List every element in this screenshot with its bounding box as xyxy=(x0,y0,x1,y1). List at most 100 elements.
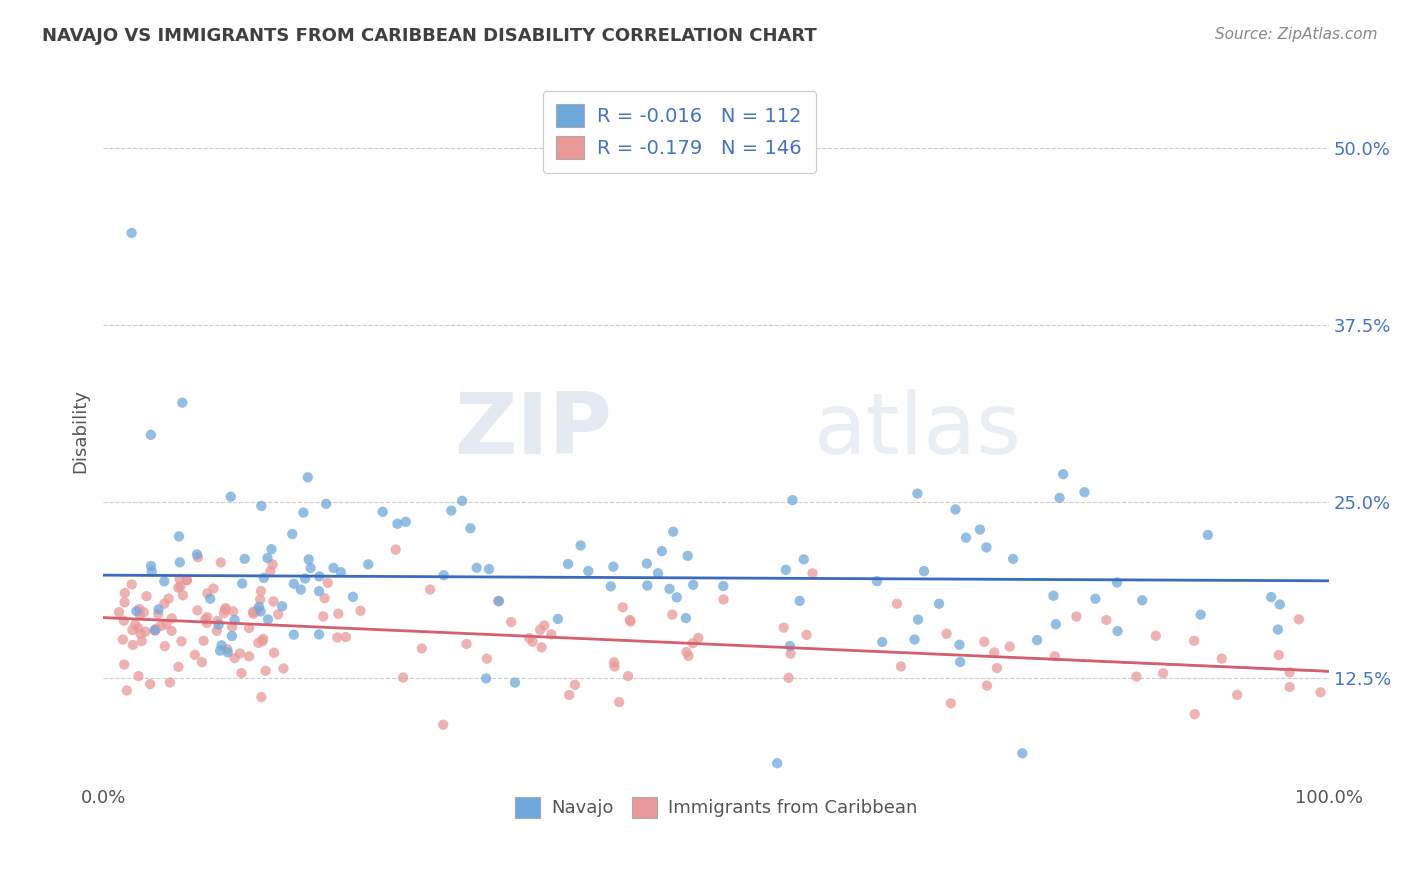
Point xyxy=(186,603,208,617)
Point xyxy=(607,695,630,709)
Point xyxy=(172,395,194,409)
Point xyxy=(205,624,228,638)
Point xyxy=(1002,552,1025,566)
Point xyxy=(114,586,136,600)
Point xyxy=(1278,665,1301,680)
Point xyxy=(384,542,406,557)
Point xyxy=(134,624,156,639)
Point xyxy=(184,648,207,662)
Point xyxy=(214,601,236,615)
Point xyxy=(661,607,683,622)
Point xyxy=(316,575,339,590)
Point xyxy=(308,584,330,599)
Point xyxy=(1189,607,1212,622)
Point xyxy=(948,638,970,652)
Point xyxy=(160,611,183,625)
Point xyxy=(195,615,218,630)
Point xyxy=(603,659,626,673)
Point xyxy=(766,756,789,771)
Point xyxy=(214,602,236,616)
Point xyxy=(451,493,474,508)
Point xyxy=(231,666,253,681)
Point xyxy=(176,573,198,587)
Point xyxy=(145,622,167,636)
Point xyxy=(292,506,315,520)
Point xyxy=(647,566,669,581)
Point xyxy=(782,493,804,508)
Point xyxy=(249,592,271,607)
Point xyxy=(1268,598,1291,612)
Point xyxy=(636,557,658,571)
Point xyxy=(135,589,157,603)
Point xyxy=(121,226,143,240)
Point xyxy=(159,675,181,690)
Point xyxy=(392,670,415,684)
Point xyxy=(111,632,134,647)
Point xyxy=(1267,623,1289,637)
Point xyxy=(475,672,498,686)
Point xyxy=(678,648,700,663)
Point xyxy=(969,523,991,537)
Point xyxy=(998,640,1021,654)
Point xyxy=(153,574,176,589)
Point xyxy=(912,564,935,578)
Legend: Navajo, Immigrants from Caribbean: Navajo, Immigrants from Caribbean xyxy=(508,789,924,825)
Point xyxy=(1226,688,1249,702)
Point xyxy=(558,688,581,702)
Point xyxy=(141,565,163,579)
Point xyxy=(308,627,330,641)
Point xyxy=(207,614,229,628)
Point xyxy=(222,604,245,618)
Point xyxy=(419,582,441,597)
Point xyxy=(131,634,153,648)
Point xyxy=(1049,491,1071,505)
Point xyxy=(488,594,510,608)
Point xyxy=(775,563,797,577)
Point xyxy=(662,524,685,539)
Point xyxy=(112,614,135,628)
Point xyxy=(886,597,908,611)
Point xyxy=(1095,613,1118,627)
Point xyxy=(139,677,162,691)
Point xyxy=(193,633,215,648)
Point xyxy=(1125,670,1147,684)
Point xyxy=(172,588,194,602)
Point xyxy=(619,615,641,629)
Point xyxy=(976,541,998,555)
Point xyxy=(170,634,193,648)
Point xyxy=(1260,590,1282,604)
Point xyxy=(1026,633,1049,648)
Point xyxy=(976,679,998,693)
Text: Source: ZipAtlas.com: Source: ZipAtlas.com xyxy=(1215,27,1378,42)
Point xyxy=(1011,747,1033,761)
Point xyxy=(636,578,658,592)
Point xyxy=(263,646,285,660)
Point xyxy=(1045,617,1067,632)
Point xyxy=(121,638,143,652)
Point xyxy=(112,657,135,672)
Point xyxy=(167,529,190,543)
Point xyxy=(1107,624,1129,639)
Point xyxy=(1152,666,1174,681)
Point xyxy=(283,628,305,642)
Point xyxy=(411,641,433,656)
Point xyxy=(256,551,278,566)
Point xyxy=(1268,648,1291,662)
Point xyxy=(238,621,260,635)
Point xyxy=(294,572,316,586)
Point xyxy=(326,631,349,645)
Point xyxy=(211,638,233,652)
Point xyxy=(271,599,294,614)
Point xyxy=(928,597,950,611)
Point xyxy=(108,605,131,619)
Point xyxy=(260,542,283,557)
Point xyxy=(250,584,273,599)
Point xyxy=(440,503,463,517)
Point xyxy=(530,640,553,655)
Point xyxy=(195,586,218,600)
Point xyxy=(299,561,322,575)
Point xyxy=(125,604,148,618)
Point xyxy=(139,427,162,442)
Point xyxy=(983,646,1005,660)
Point xyxy=(208,617,231,632)
